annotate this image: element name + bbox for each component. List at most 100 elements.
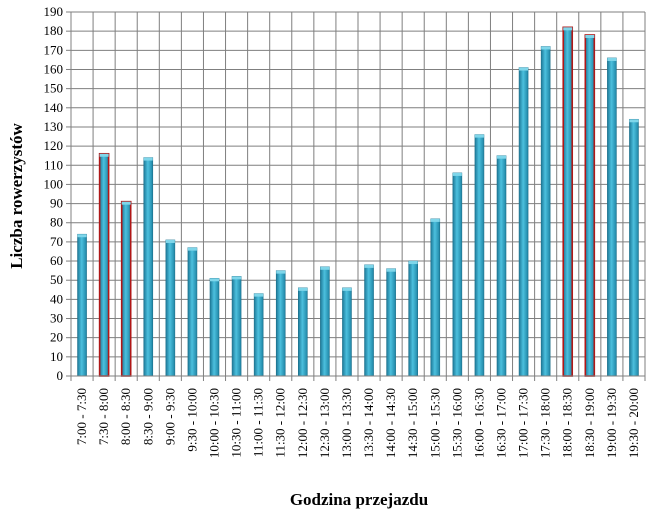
- x-tick-label: 17:00 - 17:30: [516, 388, 531, 458]
- bar-cap: [563, 27, 573, 31]
- bar-cap: [342, 287, 352, 291]
- y-tick-label: 40: [50, 291, 63, 306]
- bar: [430, 218, 441, 377]
- x-tick-label: 8:00 - 8:30: [118, 388, 133, 445]
- bar: [120, 200, 132, 377]
- bar: [518, 67, 529, 377]
- bar-cap: [364, 264, 374, 268]
- bar: [629, 118, 639, 377]
- bar-cap: [298, 287, 308, 291]
- bar-cap: [77, 234, 87, 238]
- y-tick-label: 170: [44, 42, 64, 57]
- bar: [584, 34, 596, 377]
- bar-cap: [210, 278, 219, 282]
- bar: [452, 172, 463, 377]
- bar: [364, 264, 374, 377]
- bar-cap: [386, 268, 396, 272]
- y-tick-label: 70: [50, 234, 63, 249]
- x-tick-label: 16:00 - 16:30: [471, 388, 486, 458]
- bar: [342, 287, 352, 377]
- bars: [77, 26, 639, 377]
- x-tick-label: 19:30 - 20:00: [626, 388, 641, 458]
- y-tick-label: 50: [50, 272, 63, 287]
- x-tick-label: 14:00 - 14:30: [383, 388, 398, 458]
- y-tick-label: 10: [50, 349, 63, 364]
- bar: [77, 233, 87, 377]
- x-axis-ticks: 7:00 - 7:30 7:30 - 8:00 8:00 - 8:30 8:30 - …: [70, 375, 646, 458]
- x-tick-label: 18:30 - 19:00: [582, 388, 597, 458]
- y-tick-label: 190: [44, 4, 64, 19]
- bar: [209, 277, 220, 377]
- bar: [275, 270, 286, 377]
- x-tick-label: 12:00 - 12:30: [295, 388, 310, 458]
- y-tick-label: 130: [44, 119, 64, 134]
- bar-cap: [165, 239, 175, 243]
- bar: [143, 157, 154, 377]
- bar: [408, 260, 418, 377]
- bar-cap: [585, 34, 595, 38]
- x-tick-label: 7:00 - 7:30: [74, 388, 89, 445]
- x-tick-label: 14:30 - 15:00: [405, 388, 420, 458]
- grid: [70, 11, 646, 377]
- bar: [298, 287, 308, 377]
- x-tick-label: 19:00 - 19:30: [604, 388, 619, 458]
- bar-cap: [497, 155, 506, 159]
- bar-cap: [320, 266, 330, 270]
- y-tick-label: 180: [44, 23, 64, 38]
- bar: [607, 57, 617, 377]
- bar-cap: [519, 67, 529, 71]
- x-tick-label: 13:00 - 13:30: [339, 388, 354, 458]
- y-tick-label: 160: [44, 61, 64, 76]
- x-tick-label: 9:00 - 9:30: [162, 388, 177, 445]
- bar-cap: [121, 201, 131, 205]
- x-tick-label: 15:30 - 16:00: [449, 388, 464, 458]
- x-tick-label: 18:00 - 18:30: [560, 388, 575, 458]
- y-axis-ticks: 0 10 20 30 40 50 60 70 80 90 100 110 120 130 140 150 160…: [44, 4, 72, 383]
- x-tick-label: 17:30 - 18:00: [538, 388, 553, 458]
- bar: [540, 46, 551, 377]
- y-tick-label: 100: [44, 176, 64, 191]
- x-axis-title: Godzina przejazdu: [290, 490, 428, 509]
- x-tick-label: 7:30 - 8:00: [96, 388, 111, 445]
- y-axis-title: Liczba rowerzystów: [7, 122, 26, 268]
- x-tick-label: 15:00 - 15:30: [427, 388, 442, 458]
- bar-cap: [541, 46, 551, 50]
- y-tick-label: 110: [44, 157, 63, 172]
- bar: [386, 268, 396, 377]
- y-tick-label: 20: [50, 330, 63, 345]
- bar-cap: [474, 134, 484, 138]
- y-tick-label: 60: [50, 253, 63, 268]
- bar-cap: [254, 293, 264, 297]
- bar: [496, 155, 507, 377]
- x-tick-label: 9:30 - 10:00: [184, 388, 199, 452]
- x-tick-label: 11:30 - 12:00: [273, 388, 288, 458]
- bar-cap: [187, 247, 197, 251]
- x-tick-label: 8:30 - 9:00: [140, 388, 155, 445]
- bar-cap: [408, 261, 418, 265]
- bar: [165, 239, 176, 377]
- y-tick-label: 90: [50, 196, 63, 211]
- bar: [253, 293, 264, 377]
- y-tick-label: 120: [44, 138, 64, 153]
- bar-cap: [99, 153, 109, 157]
- bar: [474, 134, 485, 377]
- y-tick-label: 150: [44, 81, 64, 96]
- bar-cap: [276, 270, 286, 274]
- bar-cap: [607, 57, 617, 61]
- y-tick-label: 140: [44, 100, 64, 115]
- y-tick-label: 0: [57, 368, 64, 383]
- bar: [98, 152, 110, 377]
- bar: [562, 26, 574, 377]
- x-tick-label: 12:30 - 13:00: [317, 388, 332, 458]
- bar-cap: [452, 172, 462, 176]
- y-tick-label: 30: [50, 311, 63, 326]
- bar-cap: [232, 276, 242, 280]
- y-tick-label: 80: [50, 215, 63, 230]
- bar-cap: [629, 119, 639, 123]
- x-tick-label: 11:00 - 11:30: [251, 388, 266, 457]
- x-tick-label: 10:30 - 11:00: [229, 388, 244, 458]
- x-tick-label: 16:30 - 17:00: [494, 388, 509, 458]
- bar: [231, 276, 242, 377]
